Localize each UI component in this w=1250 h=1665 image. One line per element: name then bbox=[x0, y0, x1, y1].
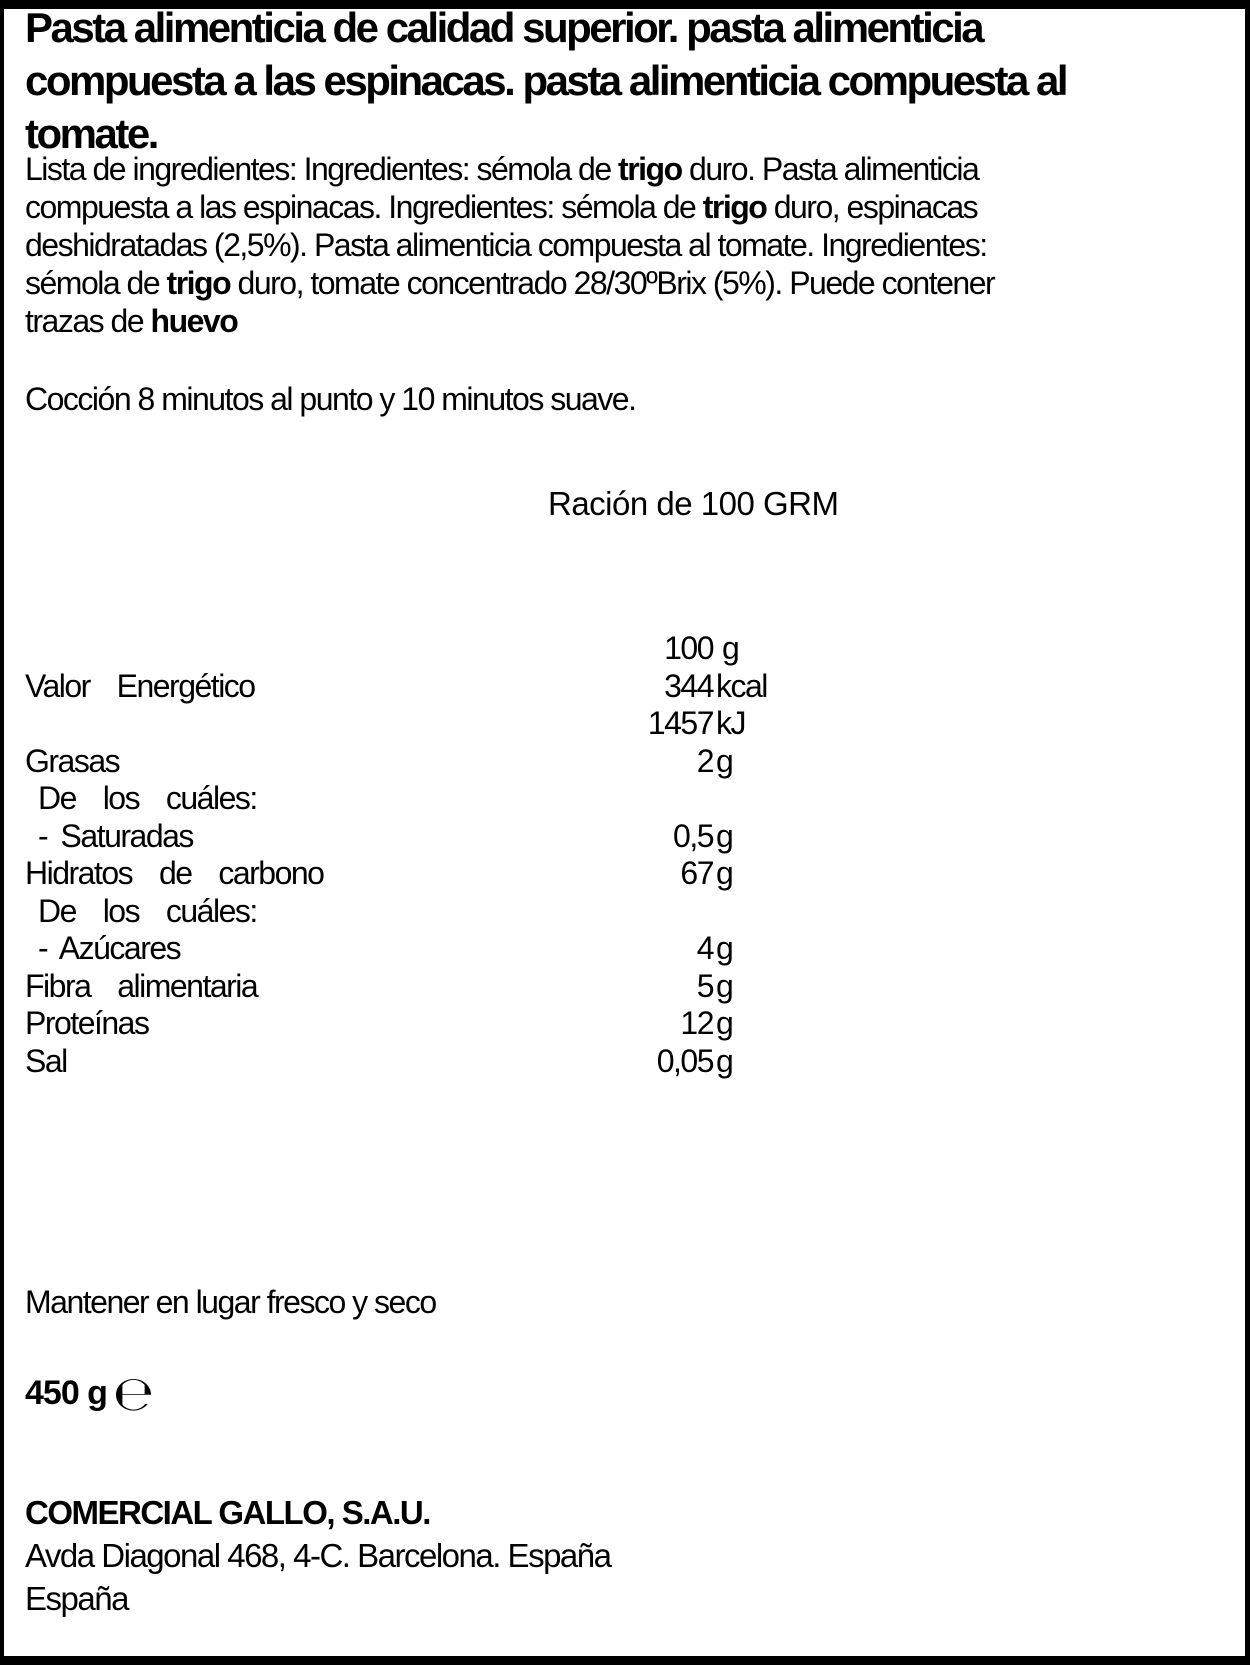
nutrition-label: - Azúcares bbox=[38, 930, 182, 966]
nutrition-label: De los cuáles: bbox=[38, 892, 258, 929]
nutrition-unit: g bbox=[716, 855, 734, 891]
nutrition-label: Grasas bbox=[25, 742, 121, 779]
nutrition-value: 12 bbox=[680, 1005, 714, 1041]
nutrition-label: Valor Energético bbox=[25, 667, 256, 704]
nutrition-value: 4 bbox=[696, 930, 715, 966]
nutrition-unit: g bbox=[716, 742, 734, 779]
nutrition-value: 0,5 bbox=[673, 817, 714, 854]
nutrition-label bbox=[25, 705, 495, 743]
nutrition-unit: kcal bbox=[716, 667, 768, 704]
nutrition-header-unit: g bbox=[722, 630, 740, 666]
nutrition-row: 1457 kJ bbox=[25, 705, 825, 743]
nutrition-unit: g bbox=[716, 817, 734, 854]
nutrition-value bbox=[495, 780, 713, 818]
manufacturer-name: COMERCIAL GALLO, S.A.U. bbox=[25, 1494, 431, 1531]
nutrition-label: De los cuáles: bbox=[38, 780, 258, 816]
nutrition-value: 67 bbox=[680, 855, 714, 891]
nutrition-header-value: 100 bbox=[664, 630, 714, 666]
nutrition-label: Fibra alimentaria bbox=[25, 967, 259, 1004]
nutrition-row: Valor Energético 344 kcal bbox=[25, 668, 825, 706]
nutrition-label: Sal bbox=[25, 1042, 68, 1079]
nutrition-unit: g bbox=[716, 967, 734, 1004]
nutrition-row: Hidratos de carbono 67 g bbox=[25, 855, 825, 893]
nutrition-row: Fibra alimentaria 5 g bbox=[25, 968, 825, 1006]
nutrition-label: Proteínas bbox=[25, 1005, 150, 1041]
nutrition-unit bbox=[713, 893, 806, 931]
estimated-sign-icon: ℮ bbox=[112, 1366, 154, 1422]
nutrition-value: 344 bbox=[664, 667, 714, 704]
nutrition-row: De los cuáles: bbox=[25, 893, 825, 931]
nutrition-value: 1457 bbox=[647, 705, 715, 741]
serving-heading: Ración de 100 GRM bbox=[548, 485, 839, 522]
nutrition-row: - Azúcares 4 g bbox=[25, 930, 825, 968]
nutrition-label: - Saturadas bbox=[38, 817, 194, 854]
nutrition-unit: g bbox=[716, 1042, 734, 1079]
ingredients-paragraph: Lista de ingredientes: Ingredientes: sém… bbox=[25, 151, 996, 339]
net-weight-value: 450 g bbox=[25, 1374, 108, 1412]
cooking-instructions: Cocción 8 minutos al punto y 10 minutos … bbox=[25, 381, 637, 417]
nutrition-header-row: 100 g bbox=[25, 630, 825, 668]
nutrition-unit: kJ bbox=[716, 705, 747, 741]
manufacturer-country: España bbox=[25, 1580, 129, 1617]
nutrition-row: Grasas 2 g bbox=[25, 743, 825, 781]
storage-note: Mantener en lugar fresco y seco bbox=[25, 1284, 437, 1320]
nutrition-value: 5 bbox=[696, 967, 715, 1004]
nutrition-unit: g bbox=[716, 1005, 734, 1041]
nutrition-label: Hidratos de carbono bbox=[25, 855, 325, 891]
nutrition-label bbox=[25, 630, 495, 668]
nutrition-row: De los cuáles: bbox=[25, 780, 825, 818]
net-weight: 450 g ℮ bbox=[25, 1366, 154, 1422]
nutrition-row: Proteínas 12 g bbox=[25, 1005, 825, 1043]
nutrition-row: - Saturadas 0,5 g bbox=[25, 818, 825, 856]
nutrition-row: Sal 0,05 g bbox=[25, 1043, 825, 1081]
nutrition-value bbox=[495, 893, 713, 931]
nutrition-table: 100 g Valor Energético 344 kcal 1457 kJ … bbox=[25, 630, 825, 1080]
nutrition-value: 2 bbox=[696, 742, 715, 779]
product-title: Pasta alimenticia de calidad superior. p… bbox=[25, 4, 1069, 157]
nutrition-unit bbox=[713, 780, 806, 818]
nutrition-unit: g bbox=[716, 930, 734, 966]
manufacturer-address: Avda Diagonal 468, 4-C. Barcelona. Españ… bbox=[25, 1537, 612, 1574]
nutrition-value: 0,05 bbox=[656, 1042, 715, 1079]
